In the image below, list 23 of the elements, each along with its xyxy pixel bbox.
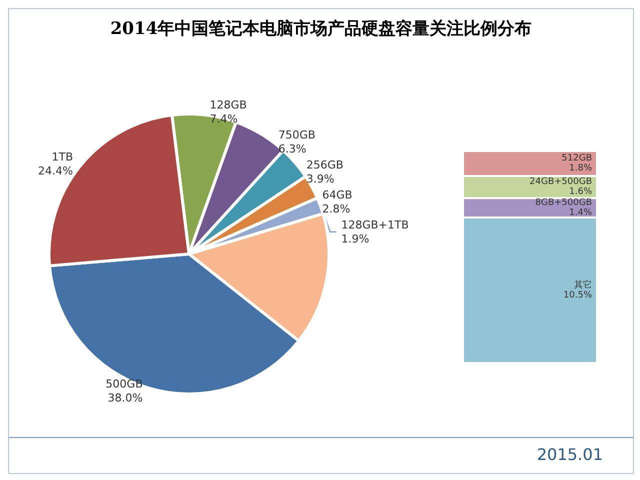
series-label: 其它 (574, 279, 592, 290)
slice-label: 1TB (52, 150, 73, 164)
series-label: 512GB (562, 153, 592, 164)
slice-label: 256GB (306, 158, 344, 172)
data-label: 1.6% (569, 187, 592, 198)
slice-label: 128GB (210, 98, 247, 112)
data-label: 24.4% (38, 164, 73, 178)
data-label: 1.8% (569, 163, 592, 174)
data-label: 2.8% (322, 202, 350, 216)
slice-label: 500GB (106, 377, 143, 390)
slice-label: 64GB (322, 188, 352, 202)
series-label: 24GB+500GB (530, 177, 592, 188)
data-label: 6.3% (278, 142, 306, 156)
slice-label: 750GB (278, 128, 316, 142)
data-label: 1.9% (341, 232, 370, 246)
data-label: 38.0% (108, 391, 143, 404)
series-label: 8GB+500GB (535, 198, 592, 208)
chart-title: 2014年中国笔记本电脑市场产品硬盘容量关注比例分布 (109, 18, 533, 40)
data-label: 1.4% (569, 208, 592, 218)
text: 2015.01 (536, 445, 603, 464)
data-label: 3.9% (306, 172, 334, 186)
slice-label: 128GB+1TB (341, 218, 409, 232)
data-label: 10.5% (563, 290, 592, 300)
